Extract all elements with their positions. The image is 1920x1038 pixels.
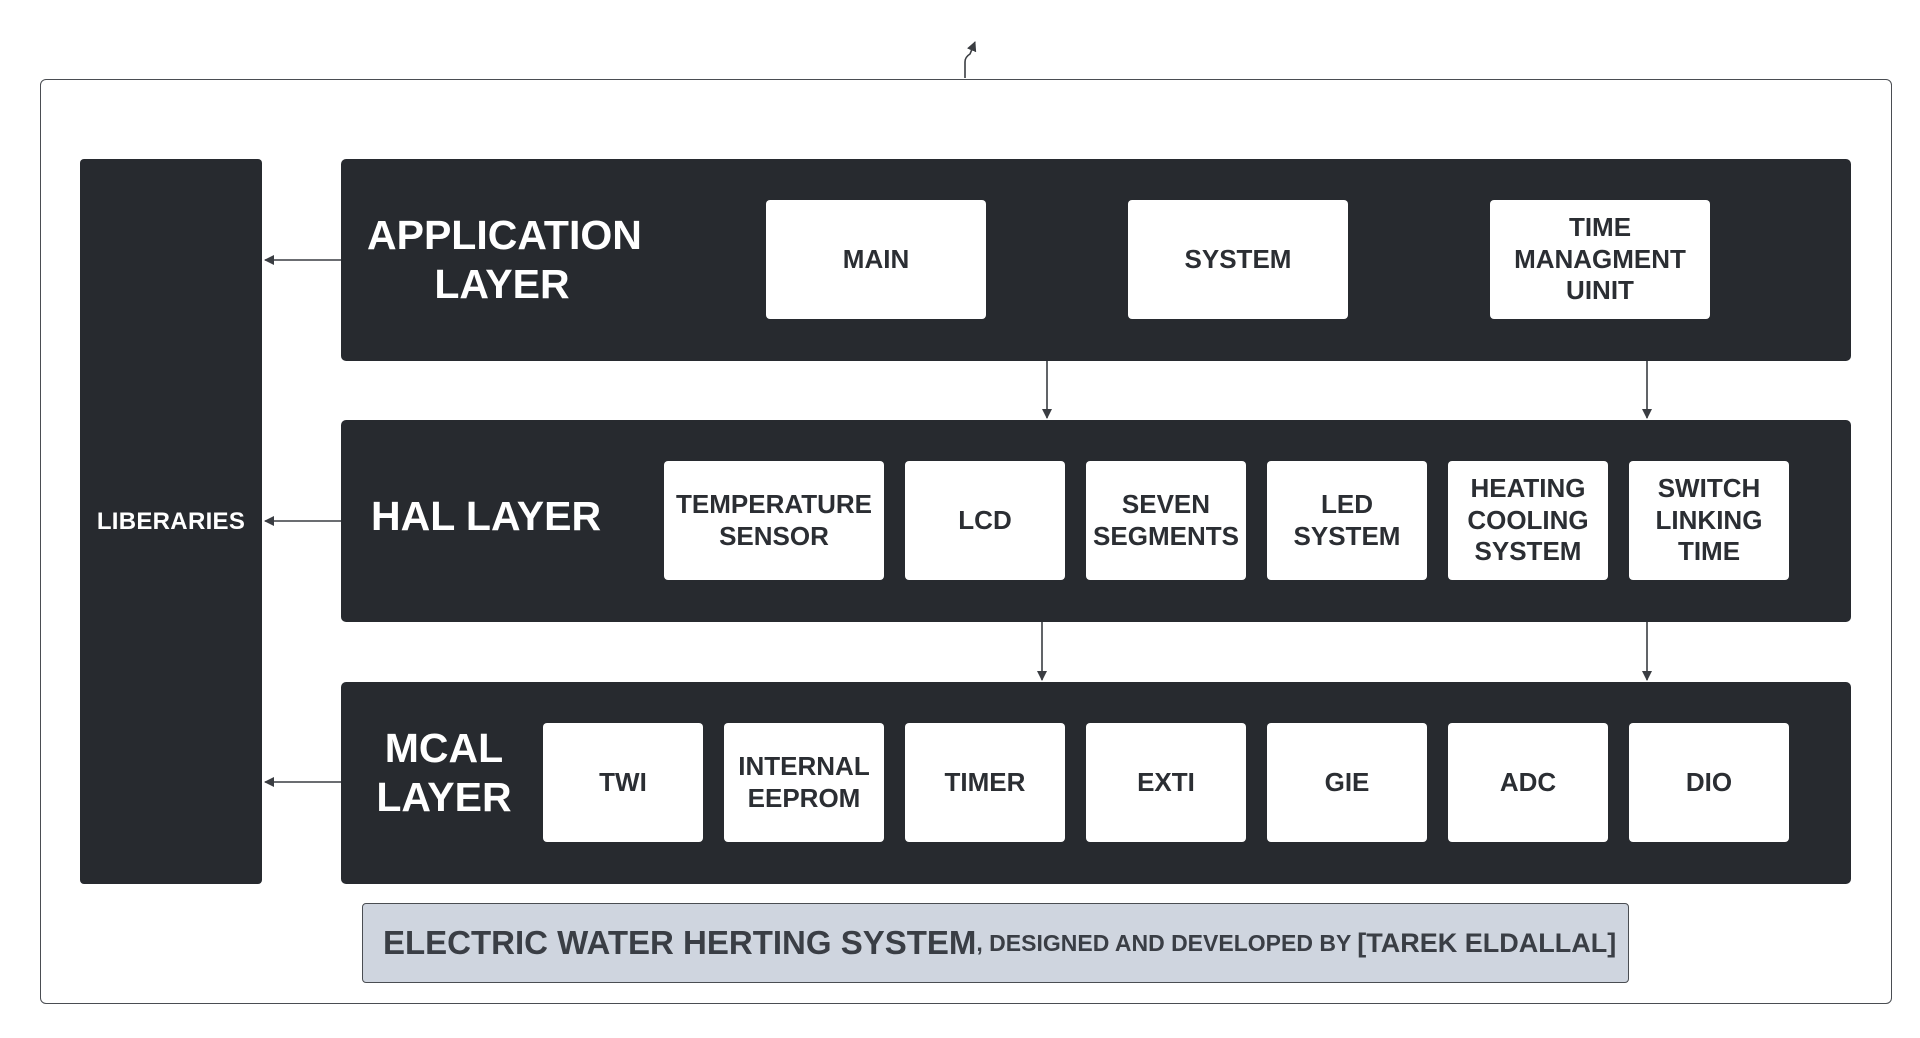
top-exit-arrow — [964, 41, 977, 78]
hal-component-seven-segments: SEVEN SEGMENTS — [1086, 461, 1246, 580]
application-layer: APPLICATION LAYER MAIN SYSTEM TIME MANAG… — [341, 159, 1851, 361]
mcal-layer-title: MCAL LAYER — [376, 725, 512, 821]
app-component-system: SYSTEM — [1128, 200, 1348, 319]
app-component-main: MAIN — [766, 200, 986, 319]
hal-component-switch-linking-time: SWITCH LINKING TIME — [1629, 461, 1789, 580]
mcal-component-timer: TIMER — [905, 723, 1065, 842]
hal-component-led-system: LED SYSTEM — [1267, 461, 1427, 580]
caption-credit: , DESIGNED AND DEVELOPED BY — [976, 929, 1358, 956]
hal-component-lcd: LCD — [905, 461, 1065, 580]
hal-component-heating-cooling-system: HEATING COOLING SYSTEM — [1448, 461, 1608, 580]
caption-author: [TAREK ELDALLAL] — [1357, 927, 1617, 958]
hal-component-temperature-sensor: TEMPERATURE SENSOR — [664, 461, 884, 580]
libraries-block: LIBERARIES — [80, 159, 262, 884]
hal-layer: HAL LAYER TEMPERATURE SENSOR LCD SEVEN S… — [341, 420, 1851, 622]
mcal-component-twi: TWI — [543, 723, 703, 842]
mcal-component-internal-eeprom: INTERNAL EEPROM — [724, 723, 884, 842]
app-component-time-management-unit: TIME MANAGMENT UINIT — [1490, 200, 1710, 319]
hal-layer-title: HAL LAYER — [371, 493, 602, 539]
mcal-component-adc: ADC — [1448, 723, 1608, 842]
mcal-component-gie: GIE — [1267, 723, 1427, 842]
mcal-component-exti: EXTI — [1086, 723, 1246, 842]
caption-title: ELECTRIC WATER HERTING SYSTEM — [383, 924, 977, 961]
application-layer-title: APPLICATION LAYER — [367, 212, 642, 308]
libraries-label: LIBERARIES — [96, 507, 246, 535]
mcal-layer: MCAL LAYER TWI INTERNAL EEPROM TIMER EXT… — [341, 682, 1851, 884]
diagram-caption: ELECTRIC WATER HERTING SYSTEM, DESIGNED … — [362, 903, 1629, 983]
mcal-component-dio: DIO — [1629, 723, 1789, 842]
